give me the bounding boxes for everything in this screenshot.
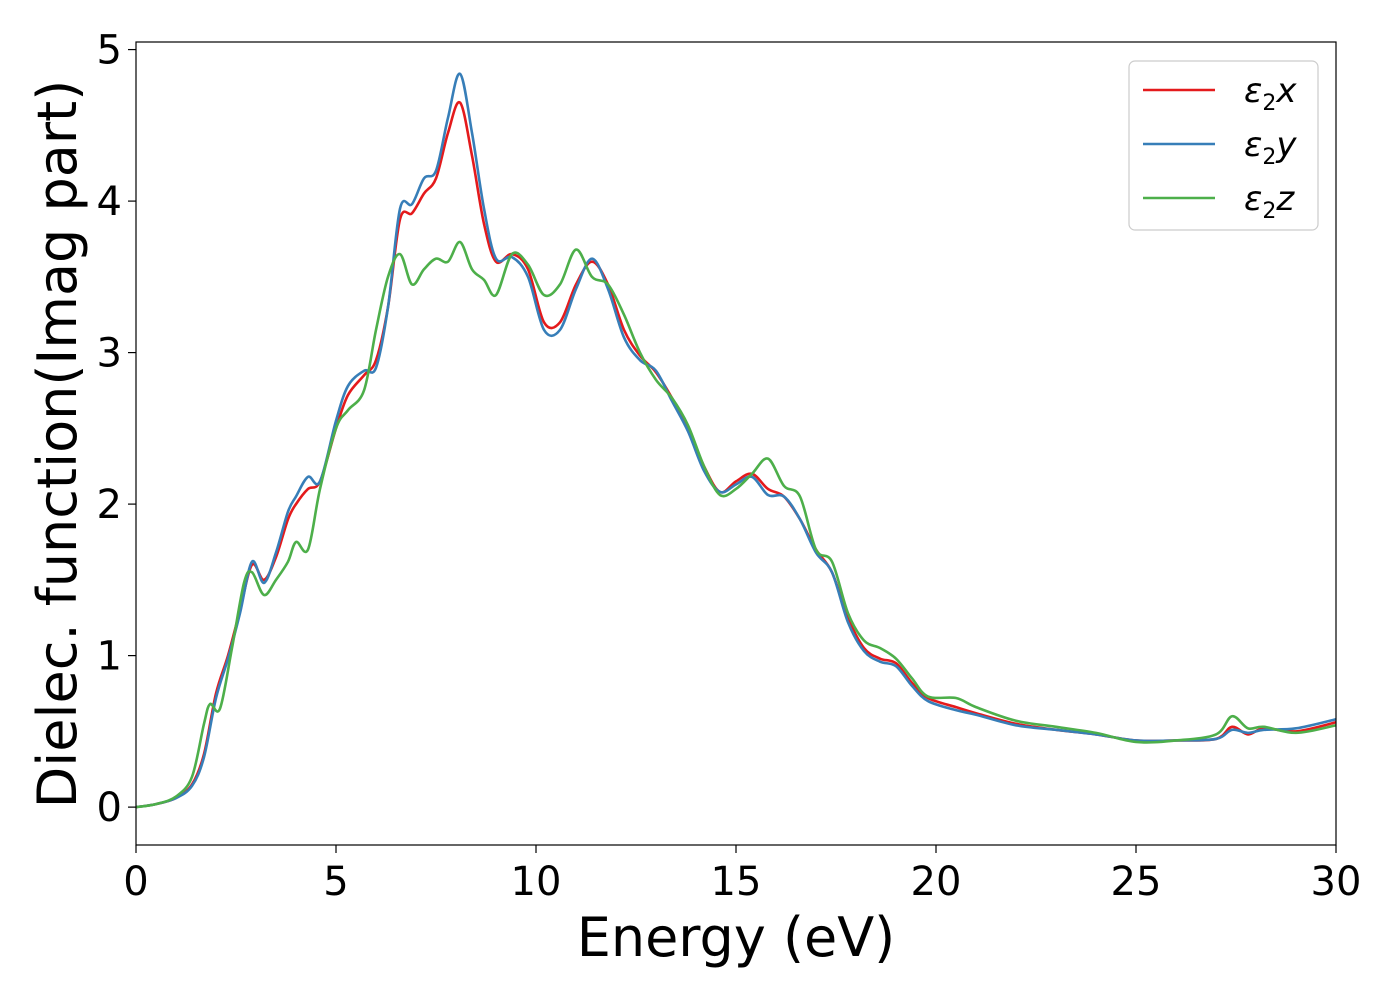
y-tick-label: 2 [97, 482, 122, 528]
x-tick-label: 15 [711, 859, 762, 905]
y-tick-label: 5 [97, 28, 122, 74]
legend-subscript: 2 [1262, 145, 1276, 170]
legend-subscript: 2 [1262, 199, 1276, 224]
x-axis-title: Energy (eV) [577, 906, 896, 969]
series-line-z [136, 240, 1336, 809]
legend-label-y: ε2y [1244, 125, 1297, 170]
legend-variable: y [1275, 125, 1297, 165]
series-layer [136, 72, 1336, 809]
legend-variable: x [1275, 71, 1297, 111]
series-line-y [136, 72, 1336, 809]
x-tick-label: 20 [911, 859, 962, 905]
x-tick-label: 0 [123, 859, 148, 905]
x-tick-label: 30 [1311, 859, 1362, 905]
legend-symbol: ε [1244, 71, 1262, 111]
y-axis-title: Dielec. function(Imag part) [26, 80, 89, 809]
x-tick-label: 5 [323, 859, 348, 905]
x-axis: 0 5 10 15 20 25 30 [123, 845, 1361, 905]
x-tick-label: 25 [1111, 859, 1162, 905]
legend-label-z: ε2z [1244, 179, 1295, 224]
legend-subscript: 2 [1262, 91, 1276, 116]
y-tick-label: 1 [97, 634, 122, 680]
legend-variable: z [1275, 179, 1295, 219]
series-line-x [136, 100, 1336, 809]
y-axis: 0 1 2 3 4 5 [97, 28, 136, 831]
legend-box [1128, 60, 1319, 231]
legend-symbol: ε [1244, 179, 1262, 219]
legend-label-x: ε2x [1244, 71, 1297, 116]
y-tick-label: 4 [97, 179, 122, 225]
legend-symbol: ε [1244, 125, 1262, 165]
y-tick-label: 3 [97, 331, 122, 377]
y-tick-label: 0 [97, 785, 122, 831]
x-tick-label: 10 [511, 859, 562, 905]
